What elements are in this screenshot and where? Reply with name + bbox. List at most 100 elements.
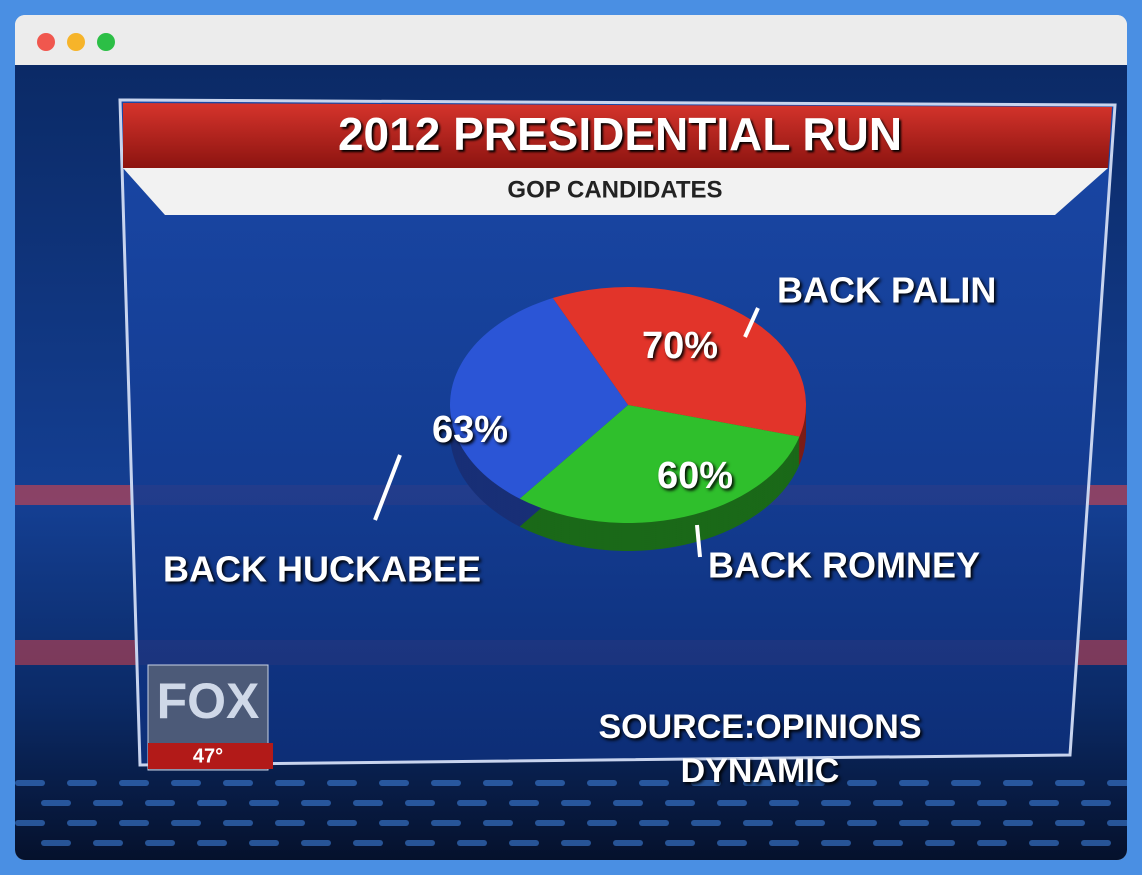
floor-light	[639, 780, 669, 786]
subtitle-band	[123, 168, 1108, 215]
floor-light	[1029, 800, 1059, 806]
minimize-button[interactable]	[67, 33, 85, 51]
floor-light	[665, 840, 695, 846]
floor-light	[327, 780, 357, 786]
floor-light	[301, 800, 331, 806]
floor-light	[795, 780, 825, 786]
floor-light	[249, 800, 279, 806]
floor-light	[951, 820, 981, 826]
category-label: BACK HUCKABEE	[163, 549, 481, 590]
value-label: 63%	[432, 409, 508, 451]
labels: BACK PALIN 70% BACK ROMNEY 60% BACK HUCKABEE…	[163, 270, 996, 590]
floor-light	[587, 820, 617, 826]
floor-light	[197, 840, 227, 846]
floor-light	[119, 820, 149, 826]
leader-line	[373, 454, 402, 521]
floor-light	[483, 820, 513, 826]
floor-light	[67, 820, 97, 826]
floor-light	[145, 840, 175, 846]
floor-light	[431, 780, 461, 786]
floor-light	[41, 800, 71, 806]
floor-light	[769, 800, 799, 806]
logo-channel-band	[148, 743, 273, 769]
floor-light	[899, 780, 929, 786]
floor-light	[535, 820, 565, 826]
floor-light	[717, 840, 747, 846]
floor-light	[1107, 820, 1127, 826]
title-band	[123, 103, 1112, 168]
floor-light	[613, 800, 643, 806]
floor-light	[353, 840, 383, 846]
floor-light	[795, 820, 825, 826]
floor-light	[379, 820, 409, 826]
floor-light	[145, 800, 175, 806]
floor-light	[509, 840, 539, 846]
floor-light	[171, 780, 201, 786]
title-bar	[15, 15, 1127, 65]
floor-light	[847, 780, 877, 786]
floor-light	[431, 820, 461, 826]
floor-light	[613, 840, 643, 846]
chart-title: 2012 PRESIDENTIAL RUN	[338, 108, 902, 160]
floor-light	[93, 840, 123, 846]
floor-light	[327, 820, 357, 826]
slice	[450, 298, 628, 499]
floor-light	[639, 820, 669, 826]
floor-light	[223, 780, 253, 786]
floor-light	[67, 780, 97, 786]
floor-light	[561, 800, 591, 806]
floor-light	[769, 840, 799, 846]
floor-light	[1055, 820, 1085, 826]
leader-line	[743, 307, 760, 338]
floor-light	[743, 820, 773, 826]
slice	[552, 287, 806, 437]
floor-light	[249, 840, 279, 846]
floor-light	[483, 780, 513, 786]
pie	[449, 287, 807, 551]
floor-lights	[15, 780, 1127, 846]
floor-light	[301, 840, 331, 846]
floor-light	[873, 840, 903, 846]
floor-light	[119, 780, 149, 786]
floor-light	[1081, 800, 1111, 806]
tv-screen: 2012 PRESIDENTIAL RUN GOP CANDIDATES BAC…	[15, 65, 1127, 860]
floor-light	[405, 800, 435, 806]
floor-light	[535, 780, 565, 786]
floor-light	[691, 820, 721, 826]
floor-light	[977, 840, 1007, 846]
floor-light	[457, 840, 487, 846]
floor-light	[1081, 840, 1111, 846]
floor-light	[1107, 780, 1127, 786]
floor-light	[1055, 780, 1085, 786]
floor-light	[275, 820, 305, 826]
floor-light	[665, 800, 695, 806]
slice	[519, 405, 800, 523]
leader-line	[695, 524, 702, 558]
floor-light	[93, 800, 123, 806]
browser-window: 2012 PRESIDENTIAL RUN GOP CANDIDATES BAC…	[15, 15, 1127, 860]
floor-light	[275, 780, 305, 786]
value-label: 70%	[642, 325, 718, 367]
maximize-button[interactable]	[97, 33, 115, 51]
floor-light	[1003, 820, 1033, 826]
floor-light	[977, 800, 1007, 806]
floor-light	[691, 780, 721, 786]
floor-light	[15, 820, 45, 826]
floor-light	[379, 780, 409, 786]
chart-subtitle: GOP CANDIDATES	[507, 176, 722, 203]
floor-light	[1029, 840, 1059, 846]
floor-light	[717, 800, 747, 806]
floor-light	[41, 840, 71, 846]
floor-light	[457, 800, 487, 806]
logo-channel: 47°	[193, 745, 223, 767]
floor-light	[509, 800, 539, 806]
floor-light	[821, 840, 851, 846]
close-button[interactable]	[37, 33, 55, 51]
floor-light	[353, 800, 383, 806]
floor-light	[925, 840, 955, 846]
floor-light	[587, 780, 617, 786]
floor-light	[951, 780, 981, 786]
floor-light	[561, 840, 591, 846]
logo-brand: FOX	[157, 673, 260, 729]
